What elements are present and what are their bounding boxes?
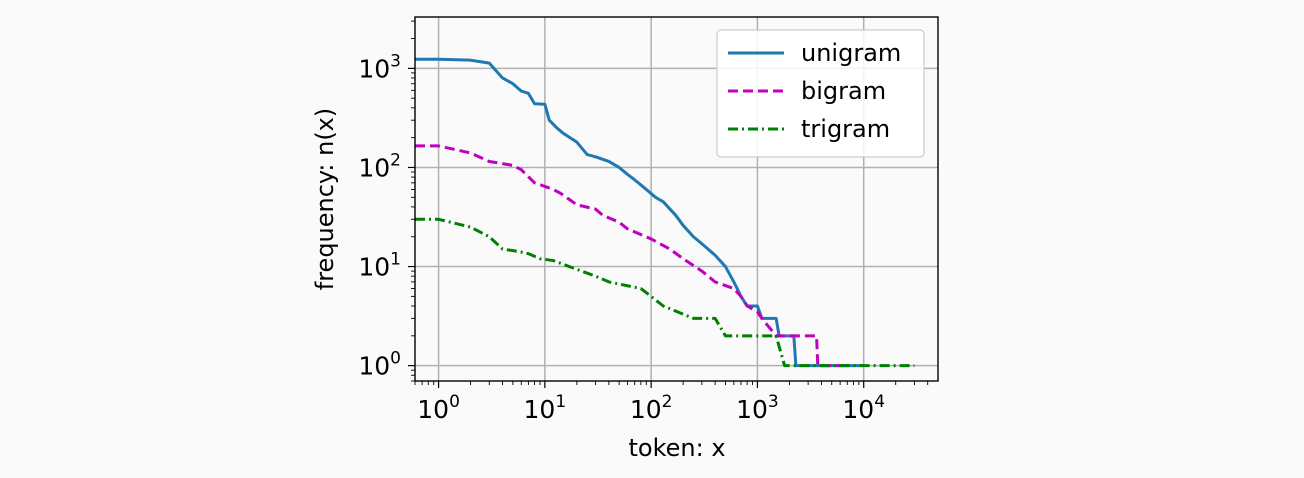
series-line-trigram — [415, 217, 915, 368]
series-line-bigram — [415, 144, 848, 368]
series-lines — [415, 57, 915, 368]
legend: unigram bigram trigram — [716, 29, 925, 158]
plot-frame — [414, 16, 939, 382]
tick-labels: 100 101 102 103 104 100 101 102 103 — [358, 51, 885, 424]
series-line-unigram — [415, 57, 864, 368]
x-tick-label: 101 — [524, 392, 567, 424]
x-axis-label: token: x — [628, 434, 725, 462]
legend-label-unigram: unigram — [801, 39, 901, 67]
y-tick-label: 101 — [358, 250, 401, 282]
x-tick-label: 100 — [417, 392, 460, 424]
legend-label-trigram: trigram — [801, 115, 890, 143]
y-axis-label: frequency: n(x) — [311, 108, 339, 290]
axis-ticks — [408, 20, 929, 388]
x-tick-label: 103 — [736, 392, 779, 424]
y-tick-label: 103 — [358, 51, 401, 83]
x-tick-label: 102 — [630, 392, 673, 424]
legend-label-bigram: bigram — [801, 77, 886, 105]
legend-box — [716, 29, 925, 158]
y-tick-label: 102 — [358, 150, 401, 182]
x-tick-label: 104 — [842, 392, 885, 424]
y-tick-label: 100 — [358, 349, 401, 381]
